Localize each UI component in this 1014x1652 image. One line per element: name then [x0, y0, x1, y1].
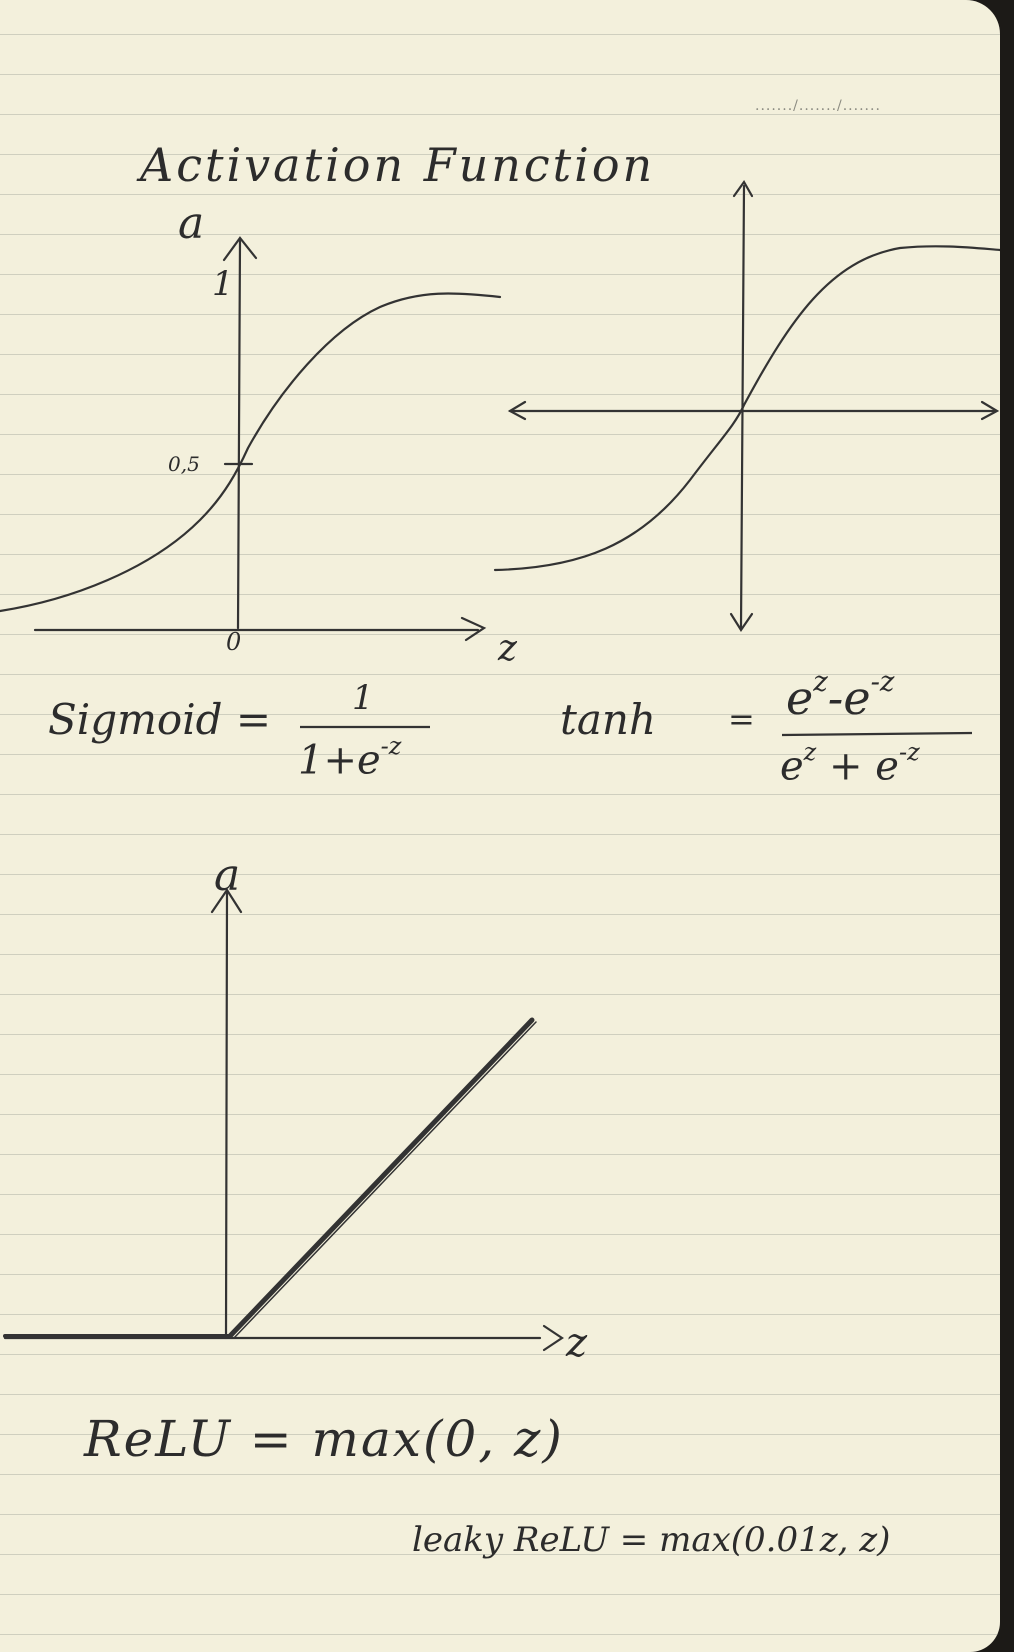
ruled-line: [0, 1114, 1000, 1115]
ruled-line: [0, 1394, 1000, 1395]
tanh-x-arrow-left: [507, 400, 527, 421]
relu-y-label: a: [214, 850, 241, 901]
sigmoid-y-axis: [236, 238, 242, 630]
tanh-curve: [493, 245, 1000, 572]
ruled-line: [0, 554, 1000, 555]
ruled-line: [0, 874, 1000, 875]
sigmoid-formula-label: Sigmoid =: [48, 695, 272, 744]
ruled-line: [0, 274, 1000, 275]
sigmoid-x-arrow: [460, 616, 487, 642]
ruled-line: [0, 34, 1000, 35]
ruled-line: [0, 1434, 1000, 1435]
ruled-line: [0, 1354, 1000, 1355]
relu-x-label: z: [566, 1320, 588, 1366]
ruled-line: [0, 714, 1000, 715]
page-title: Activation Function: [140, 138, 656, 192]
tanh-den-b-exp: -z: [898, 738, 920, 766]
tanh-formula-denominator: ez + e-z: [780, 738, 920, 790]
ruled-line: [0, 914, 1000, 915]
ruled-line: [0, 1474, 1000, 1475]
tanh-num-b-exp: -z: [870, 665, 895, 698]
ruled-line: [0, 994, 1000, 995]
sigmoid-den-base: 1+e: [298, 737, 381, 784]
relu-y-arrow: [210, 888, 243, 914]
ruled-line: [0, 1234, 1000, 1235]
ruled-line: [0, 1554, 1000, 1555]
tanh-formula-label: tanh: [560, 695, 657, 744]
ruled-line: [0, 834, 1000, 835]
leaky-relu-formula: leaky ReLU = max(0.01z, z): [412, 1520, 891, 1560]
ruled-line: [0, 1634, 1000, 1635]
relu-formula: ReLU = max(0, z): [84, 1410, 564, 1468]
sigmoid-x-label: z: [498, 628, 517, 669]
date-line: ......./......./.......: [755, 98, 881, 114]
tanh-den-b: e: [875, 743, 899, 790]
ruled-line: [0, 234, 1000, 235]
tanh-num-op: -: [827, 671, 844, 726]
ruled-line: [0, 1154, 1000, 1155]
ruled-line: [0, 1034, 1000, 1035]
sigmoid-y-arrow: [222, 236, 258, 262]
ruled-line: [0, 114, 1000, 115]
ruled-line: [0, 1074, 1000, 1075]
ruled-line: [0, 74, 1000, 75]
ruled-line: [0, 314, 1000, 315]
ruled-line: [0, 1314, 1000, 1315]
ruled-line: [0, 754, 1000, 755]
tanh-den-a-exp: z: [803, 738, 817, 766]
ruled-line: [0, 434, 1000, 435]
sigmoid-tick-mid-label: 0,5: [168, 452, 200, 476]
ruled-line: [0, 634, 1000, 635]
relu-positive-part: [227, 1017, 535, 1339]
tanh-y-arrow-down: [729, 612, 754, 633]
tanh-den-op: +: [829, 743, 863, 790]
ruled-line: [0, 194, 1000, 195]
tanh-formula-numerator: ez-e-z: [786, 665, 894, 725]
tanh-plot: [493, 179, 1000, 633]
tanh-num-a-exp: z: [813, 665, 828, 698]
ruled-line: [0, 354, 1000, 355]
ruled-line: [0, 1594, 1000, 1595]
relu-plot: [3, 888, 564, 1352]
sigmoid-y-label: a: [178, 198, 205, 249]
ruled-line: [0, 794, 1000, 795]
ruled-line: [0, 474, 1000, 475]
tanh-num-a: e: [786, 671, 814, 726]
sigmoid-formula-denominator: 1+e-z: [298, 732, 401, 784]
sigmoid-den-exp: -z: [380, 732, 402, 760]
ruled-line: [0, 1274, 1000, 1275]
sigmoid-tick-top: 1: [212, 264, 234, 304]
ruled-line: [0, 514, 1000, 515]
tanh-fraction-bar: [781, 731, 973, 737]
relu-x-arrow: [542, 1324, 564, 1352]
tanh-x-arrow-right: [980, 400, 1000, 421]
sigmoid-origin-label: 0: [226, 628, 242, 656]
ruled-line: [0, 154, 1000, 155]
ruled-line: [0, 394, 1000, 395]
sigmoid-curve: [0, 292, 502, 613]
relu-y-axis: [224, 890, 229, 1340]
ruled-line: [0, 594, 1000, 595]
ruled-line: [0, 674, 1000, 675]
ruled-line: [0, 1194, 1000, 1195]
tanh-num-b: e: [843, 671, 871, 726]
tanh-equals: =: [728, 700, 755, 738]
sigmoid-plot: [0, 236, 502, 642]
tanh-y-arrow-up: [732, 179, 754, 198]
tanh-den-a: e: [780, 743, 804, 790]
ruled-line: [0, 954, 1000, 955]
ruled-line: [0, 1514, 1000, 1515]
sigmoid-formula-numerator: 1: [352, 678, 374, 718]
